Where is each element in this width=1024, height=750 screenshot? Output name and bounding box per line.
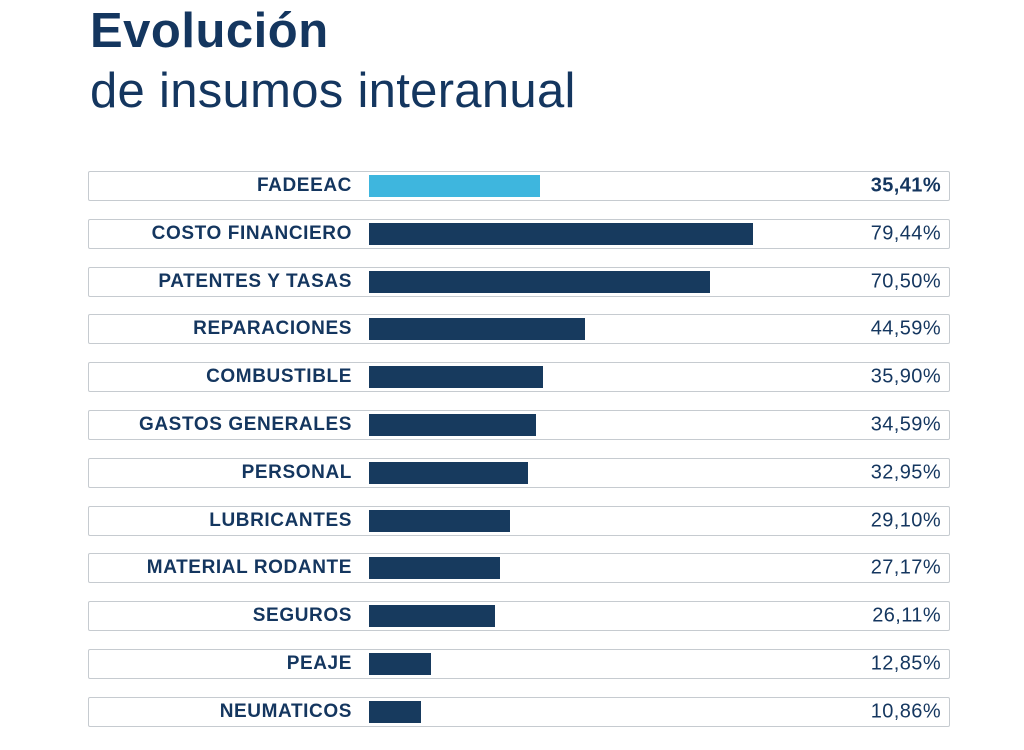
- bar-track: [369, 700, 949, 723]
- row-value: 79,44%: [870, 222, 941, 245]
- row-label: REPARACIONES: [193, 318, 352, 340]
- bar: [369, 175, 541, 197]
- bar-track: [369, 652, 949, 675]
- chart-title-line2: de insumos interanual: [90, 63, 576, 118]
- row-value: 70,50%: [870, 270, 941, 293]
- row-label: SEGUROS: [252, 605, 352, 627]
- row-value: 34,59%: [870, 413, 941, 436]
- bar-track: [369, 605, 949, 628]
- row-label: PATENTES Y TASAS: [158, 270, 352, 292]
- row-value: 44,59%: [870, 317, 941, 340]
- bar: [369, 605, 496, 628]
- row-value: 32,95%: [870, 461, 941, 484]
- row-label: COSTO FINANCIERO: [151, 222, 352, 244]
- bar-track: [369, 461, 949, 484]
- row-label: MATERIAL RODANTE: [146, 557, 352, 579]
- row-value: 35,90%: [870, 365, 941, 388]
- chart-row: MATERIAL RODANTE 27,17%: [88, 553, 950, 584]
- row-label: FADEEAC: [257, 175, 352, 196]
- chart-title: Evolución de insumos interanual: [90, 2, 576, 122]
- row-value: 12,85%: [870, 652, 941, 675]
- bar-track: [369, 509, 949, 532]
- bar-track: [369, 413, 949, 436]
- bar: [369, 700, 422, 723]
- row-label: LUBRICANTES: [209, 509, 352, 531]
- chart-title-line1: Evolución: [90, 4, 329, 58]
- row-value: 29,10%: [870, 509, 941, 532]
- bar: [369, 557, 501, 580]
- chart-row: PEAJE 12,85%: [88, 648, 950, 679]
- chart-row: PATENTES Y TASAS 70,50%: [88, 266, 950, 297]
- chart-row: COMBUSTIBLE 35,90%: [88, 362, 950, 393]
- chart-row: LUBRICANTES 29,10%: [88, 505, 950, 536]
- row-label: COMBUSTIBLE: [206, 366, 352, 388]
- row-label: GASTOS GENERALES: [138, 413, 352, 435]
- chart-row: REPARACIONES 44,59%: [88, 314, 950, 345]
- row-value: 10,86%: [870, 700, 941, 723]
- row-label: PEAJE: [286, 652, 352, 674]
- row-value: 26,11%: [872, 604, 941, 627]
- chart-row: SEGUROS 26,11%: [88, 601, 950, 632]
- bar: [369, 509, 510, 532]
- bar-track: [369, 270, 949, 293]
- bars-list: FADEEAC 35,41% COSTO FINANCIERO 79,44% P…: [88, 171, 950, 727]
- bar: [369, 270, 710, 293]
- row-value: 27,17%: [870, 556, 941, 579]
- chart-row: COSTO FINANCIERO 79,44%: [88, 218, 950, 249]
- bar: [369, 461, 529, 484]
- bar: [369, 318, 585, 341]
- bar: [369, 222, 753, 245]
- bar-track: [369, 366, 949, 389]
- chart-row: PERSONAL 32,95%: [88, 457, 950, 488]
- bar-track: [369, 557, 949, 580]
- row-value: 35,41%: [870, 174, 941, 197]
- bar: [369, 652, 432, 675]
- bar: [369, 366, 543, 389]
- bar-track: [369, 175, 949, 197]
- chart-row: GASTOS GENERALES 34,59%: [88, 409, 950, 440]
- row-label: PERSONAL: [241, 461, 352, 483]
- bar: [369, 413, 537, 436]
- bar-track: [369, 318, 949, 341]
- chart-row: FADEEAC 35,41%: [88, 171, 950, 201]
- chart-row: NEUMATICOS 10,86%: [88, 696, 950, 727]
- bar-track: [369, 222, 949, 245]
- row-label: NEUMATICOS: [219, 700, 352, 722]
